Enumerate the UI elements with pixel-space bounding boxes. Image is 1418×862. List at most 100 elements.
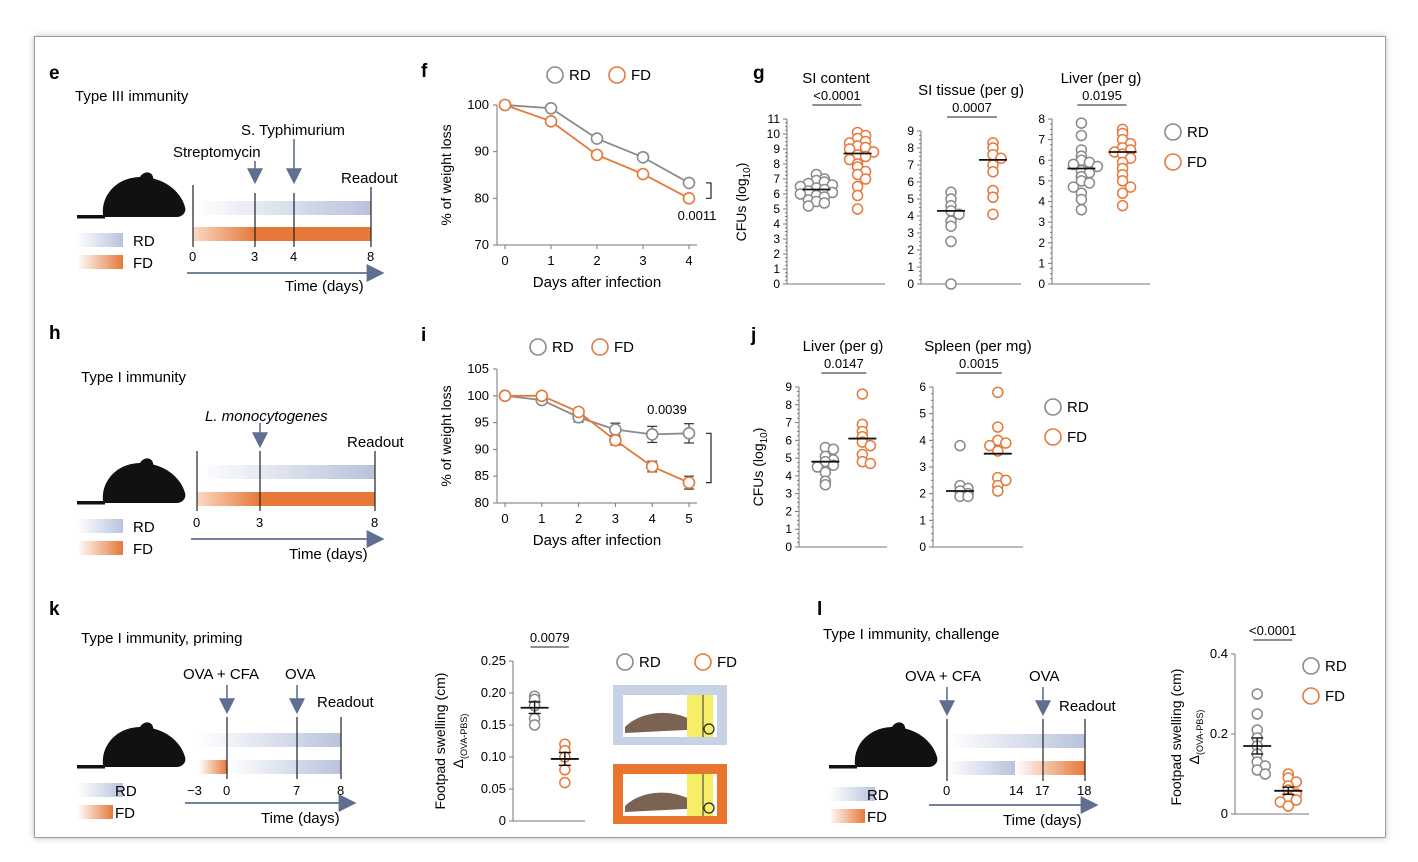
fd-data-point <box>682 476 696 489</box>
rd-swatch <box>77 783 123 797</box>
readout-label: Readout <box>347 434 405 451</box>
rd-data-point <box>945 220 957 232</box>
rd-data-point <box>682 176 696 190</box>
panel-label-k: k <box>49 599 60 620</box>
y-tick-label: 80 <box>475 495 489 510</box>
rd-data-point <box>945 235 957 248</box>
y-tick-label: 4 <box>919 433 926 447</box>
rd-data-point <box>544 101 558 115</box>
rd-data-point <box>827 459 840 471</box>
fd-swatch <box>77 255 123 269</box>
rd-data-point <box>528 719 541 731</box>
event-ova-cfa: OVA + CFA <box>183 666 259 683</box>
fd-swatch <box>77 805 113 819</box>
y-tick-label: 1 <box>919 513 926 527</box>
y-tick-label: 9 <box>785 380 792 394</box>
y-tick-label: 6 <box>1038 153 1045 167</box>
fd-legend-marker <box>1164 153 1182 171</box>
y-tick-label: 1 <box>785 522 792 536</box>
fd-data-point <box>1116 187 1129 199</box>
y-tick-label: 95 <box>475 415 489 430</box>
fd-data-point <box>1290 794 1303 806</box>
panel-e: e Type III immunity RD FD Streptomycin S… <box>49 63 399 295</box>
mouse-icon <box>829 722 938 769</box>
y-tick-label: 0 <box>773 277 780 291</box>
fd-legend-marker <box>591 338 609 356</box>
y-tick-label: 0.25 <box>481 653 506 668</box>
rd-legend-label: RD <box>867 787 889 804</box>
y-axis-label: % of weight loss <box>438 124 454 225</box>
fd-data-point <box>992 421 1004 433</box>
y-tick-label: 9 <box>773 142 780 156</box>
fd-data-point <box>851 203 864 215</box>
panel-h: h Type I immunity RD FD L. monocytogenes… <box>49 323 405 563</box>
fd-data-point <box>1000 437 1012 449</box>
fd-swatch <box>77 541 123 555</box>
y-tick-label: 0 <box>499 813 506 828</box>
y-tick-label: 100 <box>467 388 489 403</box>
fd-legend-label: FD <box>631 67 651 84</box>
rd-data-point <box>609 423 622 436</box>
time-tick: −3 <box>187 783 202 798</box>
y-tick-label: 85 <box>475 468 489 483</box>
rd-legend-label: RD <box>133 233 155 250</box>
fd-data-point <box>1000 474 1012 487</box>
time-axis-label: Time (days) <box>261 810 340 827</box>
fd-data-point <box>992 386 1004 399</box>
time-tick: 3 <box>251 249 258 264</box>
rd-data-point <box>682 427 696 440</box>
rd-data-point <box>1251 708 1263 720</box>
time-axis-label: Time (days) <box>285 278 364 295</box>
rd-diet-bar <box>199 733 341 747</box>
y-tick-label: 3 <box>773 232 780 246</box>
event-ova: OVA <box>1029 668 1060 685</box>
y-tick-label: 0 <box>1038 277 1045 291</box>
y-tick-label: 0 <box>1221 806 1228 821</box>
fd-data-point <box>864 457 877 470</box>
rd-data-point <box>1075 129 1088 142</box>
panel-k: k Type I immunity, priming RD FD OVA + C… <box>49 599 375 827</box>
y-tick-label: 8 <box>785 398 792 412</box>
fd-data-point <box>984 439 996 452</box>
p-value-label: 0.0195 <box>1082 88 1122 103</box>
y-tick-label: 7 <box>785 416 792 430</box>
y-tick-label: 0.05 <box>481 781 506 796</box>
rd-data-point <box>1075 117 1088 129</box>
readout-label: Readout <box>317 694 375 711</box>
y-tick-label: 4 <box>785 469 792 483</box>
fd-data-point <box>645 460 659 473</box>
y-tick-label: 5 <box>907 192 914 206</box>
y-tick-label: 80 <box>475 190 489 205</box>
mouse-icon <box>77 722 186 769</box>
fd-data-point <box>851 189 864 202</box>
y-axis-sublabel: Δ(OVA-PBS) <box>1186 710 1205 765</box>
p-value-label: 0.0079 <box>530 630 570 645</box>
y-tick-label: 90 <box>475 441 489 456</box>
y-tick-label: 0.4 <box>1210 646 1228 661</box>
chart-title: SI tissue (per g) <box>918 82 1024 99</box>
fd-data-point <box>992 485 1004 497</box>
event-ova: OVA <box>285 666 316 683</box>
rd-data-point <box>1075 193 1088 206</box>
y-axis-label: Footpad swelling (cm) <box>1168 669 1184 806</box>
y-tick-label: 6 <box>919 380 926 394</box>
x-tick-label: 2 <box>575 511 582 526</box>
footpad-photo-rd <box>613 685 727 745</box>
y-tick-label: 0.20 <box>481 685 506 700</box>
x-tick-label: 0 <box>501 253 508 268</box>
rd-data-point <box>819 479 832 491</box>
y-tick-label: 3 <box>907 226 914 240</box>
y-tick-label: 4 <box>907 209 914 223</box>
fd-data-point <box>535 389 549 403</box>
time-axis-label: Time (days) <box>289 546 368 563</box>
panel-e-title: Type III immunity <box>75 88 189 105</box>
fd-legend-marker <box>1302 687 1320 705</box>
panel-label-e: e <box>49 63 60 84</box>
rd-data-point <box>1251 688 1263 700</box>
rd-swatch <box>829 787 875 801</box>
rd-legend-label: RD <box>569 67 591 84</box>
rd-legend-label: RD <box>1067 399 1089 416</box>
fd-data-point <box>1116 175 1129 187</box>
x-tick-label: 1 <box>547 253 554 268</box>
rd-legend-label: RD <box>133 519 155 536</box>
